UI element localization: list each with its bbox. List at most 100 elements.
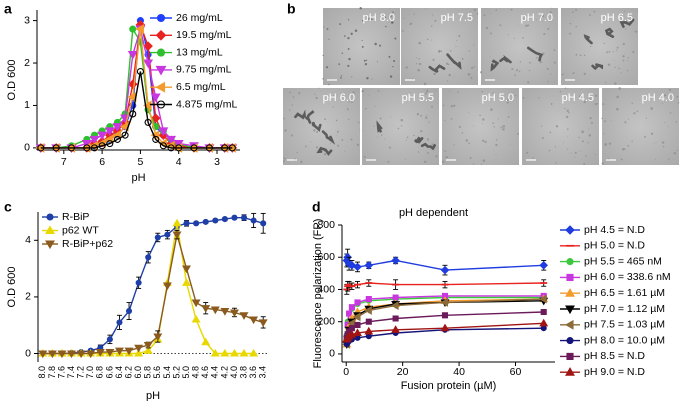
micrograph-speck [587, 142, 589, 144]
micrograph-speck [632, 51, 635, 53]
data-point [347, 318, 355, 328]
micrograph-speck [565, 115, 569, 119]
micrograph-speck [667, 125, 669, 127]
micrograph-speck [409, 23, 412, 26]
data-point [167, 144, 175, 152]
micrograph-speck [433, 72, 436, 76]
micrograph-speck [304, 145, 307, 148]
micrograph-speck [379, 44, 382, 47]
x-tick-label: 3 [214, 156, 220, 168]
micrograph-speck [426, 114, 428, 116]
data-point [106, 140, 114, 148]
micrograph-speck [527, 81, 530, 84]
micrograph-speck [622, 55, 625, 58]
micrograph-speck [362, 130, 364, 132]
micrograph-speck [578, 95, 582, 98]
micrograph-speck [384, 16, 387, 19]
micrograph-speck [290, 134, 293, 137]
micrograph-speck [418, 58, 420, 60]
micrograph-speck [583, 72, 586, 76]
micrograph-fibril [294, 109, 307, 120]
micrograph-speck [618, 88, 620, 90]
legend-label: pH 4.5 = N.D [584, 224, 645, 236]
micrograph-speck [468, 142, 471, 145]
micrograph-label: pH 5.5 [402, 92, 434, 104]
micrograph-speck [415, 63, 418, 65]
micrograph-speck [564, 107, 566, 110]
micrograph-speck [553, 61, 555, 63]
micrograph-speck [583, 54, 586, 57]
micrograph-speck [298, 92, 301, 95]
data-point [230, 348, 239, 357]
legend-marker [566, 258, 574, 266]
data-point [353, 328, 362, 337]
x-tick-label: 4.8 [191, 366, 201, 379]
micrograph-speck [341, 139, 344, 142]
micrograph-speck [633, 112, 636, 115]
micrograph-speck [628, 118, 630, 120]
micrograph-speck [350, 32, 353, 35]
micrograph-speck [402, 30, 404, 32]
micrograph-speck [644, 135, 647, 138]
micrograph-speck [350, 138, 353, 141]
micrograph-speck [446, 62, 449, 65]
micrograph-speck [347, 118, 350, 121]
micrograph-speck [484, 140, 487, 144]
x-tick-label: 3.8 [238, 366, 248, 379]
micrograph-speck [339, 23, 342, 25]
micrograph-speck [461, 58, 464, 60]
micrograph-speck [435, 155, 438, 158]
y-tick-label: 0 [329, 348, 335, 360]
legend-marker [564, 319, 574, 330]
data-point [86, 350, 96, 359]
data-point [539, 261, 548, 270]
legend-label: pH 5.0 = N.D [584, 240, 645, 252]
micrograph-speck [449, 49, 452, 52]
data-point [106, 336, 113, 343]
micrograph-speck [506, 98, 510, 101]
micrograph-speck [354, 29, 358, 32]
data-point [97, 131, 108, 141]
micrograph-speck [313, 129, 316, 132]
micrograph-speck [502, 128, 505, 131]
data-point [212, 217, 219, 224]
micrograph-speck [606, 51, 609, 54]
legend-label: 9.75 mg/mL [176, 64, 232, 76]
micrograph-speck [566, 128, 569, 131]
micrograph-speck [424, 7, 426, 9]
x-tick-label: 7.0 [85, 366, 95, 379]
micrograph-fibril [527, 46, 544, 62]
micrograph-speck [385, 25, 387, 28]
x-tick-label: 60 [510, 366, 522, 378]
micrograph-speck [543, 33, 546, 36]
legend-marker [156, 100, 166, 109]
legend-entry: R-BiP+p62 [42, 238, 113, 250]
micrograph-speck [596, 102, 599, 105]
micrograph-fibril [490, 59, 500, 72]
x-tick-label: 6.4 [114, 366, 124, 379]
data-point [210, 348, 220, 357]
micrograph-speck [366, 77, 369, 80]
data-point [150, 113, 161, 123]
micrograph-speck [579, 54, 582, 57]
micrograph-speck [540, 125, 543, 127]
micrograph-speck [507, 115, 510, 118]
micrograph-speck [616, 46, 619, 49]
micrograph-fibril [499, 54, 512, 64]
x-tick-label: 40 [453, 366, 465, 378]
micrograph-speck [551, 7, 553, 9]
micrograph-speck [359, 129, 361, 131]
legend-marker [565, 225, 575, 235]
y-axis-title: O.D 600 [6, 60, 18, 101]
micrograph-speck [567, 88, 569, 90]
micrograph-speck [426, 38, 429, 41]
micrograph-speck [627, 144, 630, 147]
legend-marker [156, 48, 166, 57]
micrograph-speck [616, 49, 618, 51]
micrograph-speck [529, 17, 531, 19]
micrograph-speck [333, 95, 335, 97]
micrograph-speck [614, 66, 616, 69]
micrograph-speck [455, 45, 457, 47]
micrograph-speck [489, 12, 491, 14]
data-point [364, 326, 374, 335]
